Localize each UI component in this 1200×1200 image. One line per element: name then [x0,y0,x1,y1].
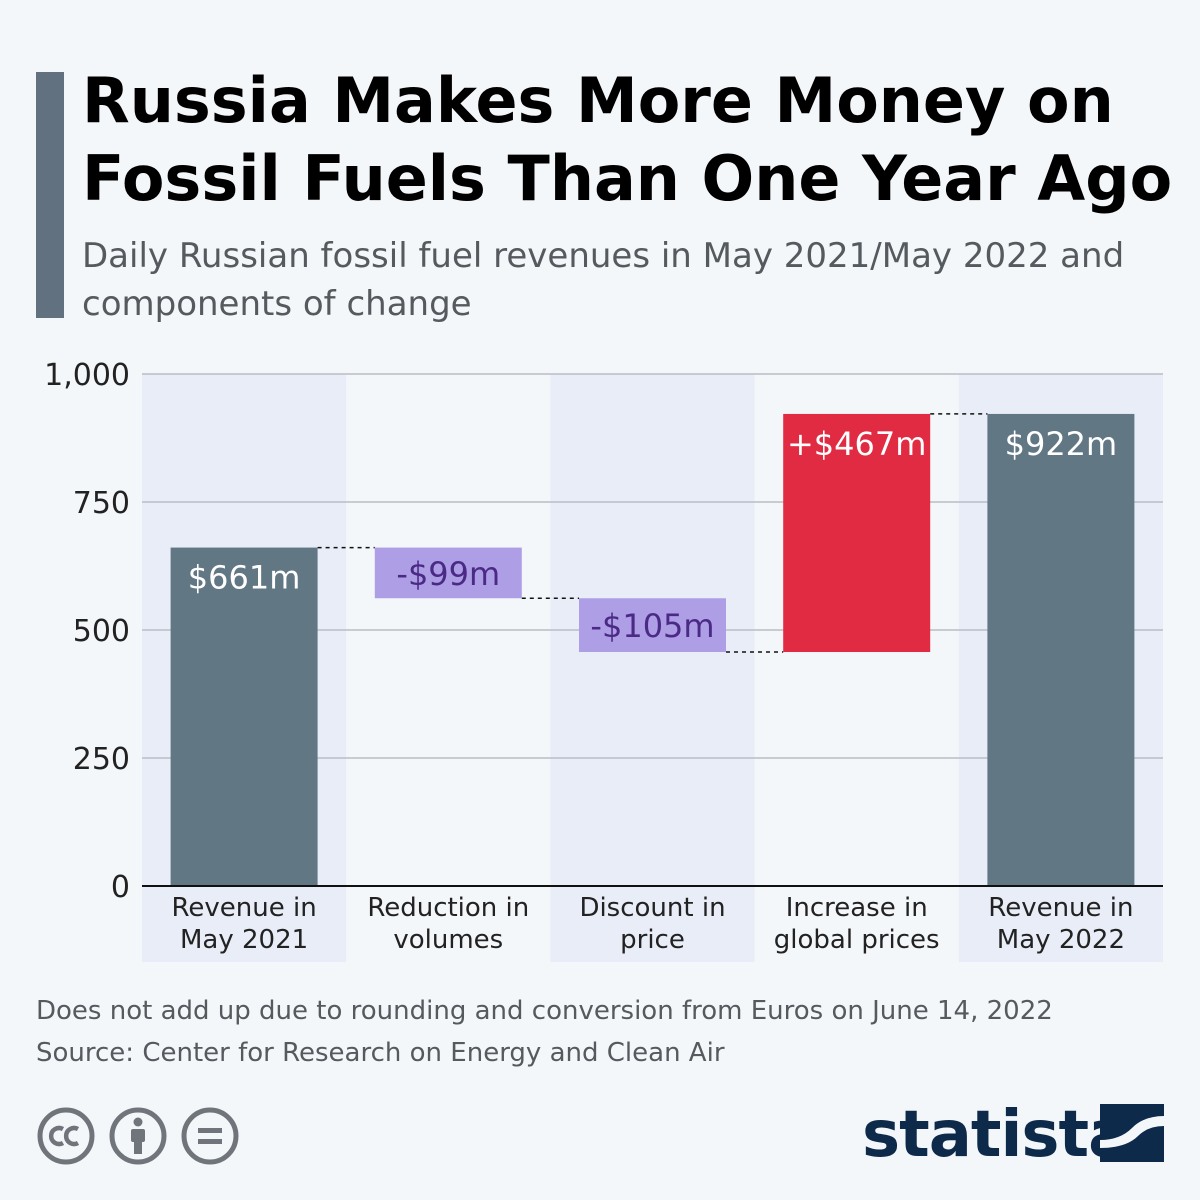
bar-value-label-3: +$467m [787,425,926,463]
x-category-label-2-0: Discount in [579,893,725,923]
y-tick-label-750: 750 [73,486,130,521]
x-category-label-0-1: May 2021 [180,925,308,955]
bar-value-label-1: -$99m [396,555,500,593]
waterfall-chart: 0 250 500 750 1,000 $661m -$99m -$105m +$467m $92… [44,358,1163,962]
x-category-label-1-0: Reduction in [367,893,529,923]
statista-logo-text[interactable]: statista [862,1098,1131,1172]
source-line: Source: Center for Research on Energy an… [36,1038,725,1068]
bar-value-label-2: -$105m [590,607,714,645]
page-title: Russia Makes More Money on Fossil Fuels … [82,64,1173,215]
x-category-label-4-1: May 2022 [997,925,1125,955]
x-category-label-2-1: price [620,925,685,955]
bar-1 [374,547,522,599]
x-category-label-4-0: Revenue in [988,893,1133,923]
x-category-label-1-1: volumes [393,925,503,955]
attribution-icon[interactable] [108,1106,168,1166]
y-tick-label-0: 0 [111,870,130,905]
column-band-2 [550,374,755,962]
no-derivatives-icon[interactable] [180,1106,240,1166]
page-subtitle: Daily Russian fossil fuel revenues in Ma… [82,236,1125,324]
bar-3 [783,413,931,653]
y-tick-label-500: 500 [73,614,130,649]
x-category-label-3-0: Increase in [786,893,928,923]
bar-0 [170,547,318,886]
bar-value-label-0: $661m [188,559,301,597]
bar-value-label-4: $922m [1005,425,1118,463]
footnote: Does not add up due to rounding and conv… [36,990,1053,1074]
bar-2 [579,598,726,653]
y-tick-label-1000: 1,000 [44,358,130,393]
title-accent-bar [36,72,64,318]
y-tick-label-250: 250 [73,742,130,777]
x-category-label-0-0: Revenue in [171,893,316,923]
cc-icon[interactable] [36,1106,96,1166]
rounding-note: Does not add up due to rounding and conv… [36,996,1053,1026]
statista-logo-mark-icon [1100,1104,1164,1162]
bar-4 [987,413,1135,886]
x-category-label-3-1: global prices [774,925,940,955]
